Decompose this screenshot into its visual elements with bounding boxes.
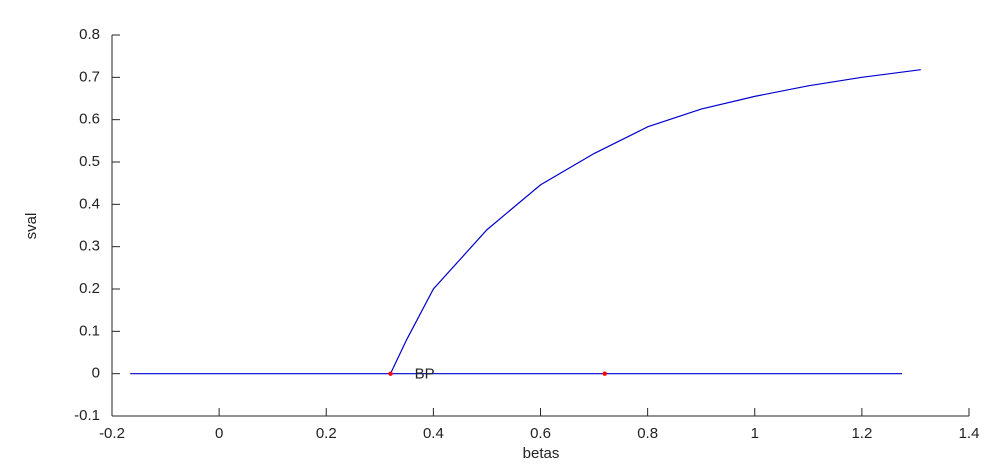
point [602, 371, 607, 376]
y-tick-label: 0.6 [79, 111, 100, 128]
y-tick-label: 0 [92, 365, 100, 382]
y-tick-label: 0.4 [79, 195, 100, 212]
y-tick-label: 0.5 [79, 153, 100, 170]
point [388, 371, 393, 376]
x-tick-label: 0.4 [423, 425, 444, 442]
y-tick-label: 0.2 [79, 280, 100, 297]
y-tick-label: -0.1 [74, 407, 100, 424]
y-tick-label: 0.7 [79, 68, 100, 85]
y-tick-label: 0.1 [79, 322, 100, 339]
x-tick-label: 0 [215, 425, 223, 442]
x-tick-label: -0.2 [99, 425, 125, 442]
annotation: BP [415, 366, 435, 383]
x-tick-label: 0.6 [530, 425, 551, 442]
x-tick-label: 0.8 [637, 425, 658, 442]
y-axis-label: sval [23, 213, 40, 240]
x-tick-label: 1.2 [851, 425, 872, 442]
x-tick-label: 1 [751, 425, 759, 442]
x-tick-label: 0.2 [316, 425, 337, 442]
x-axis-label: betas [523, 445, 560, 462]
y-tick-label: 0.8 [79, 26, 100, 43]
x-tick-label: 1.4 [959, 425, 980, 442]
line [389, 69, 921, 374]
y-tick-label: 0.3 [79, 238, 100, 255]
